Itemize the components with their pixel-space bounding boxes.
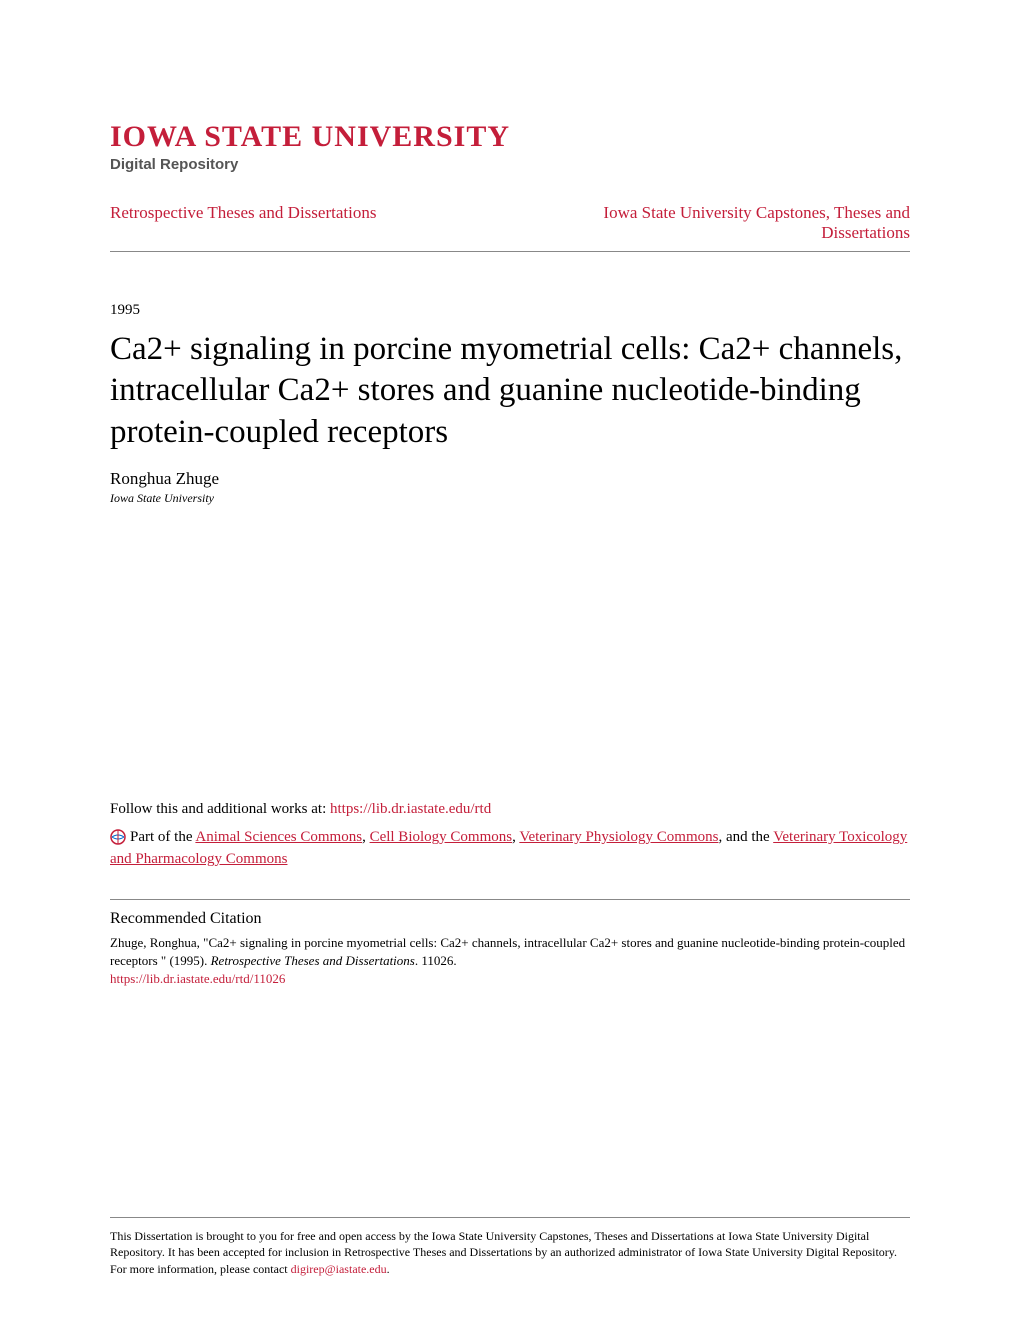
- network-globe-icon: [110, 829, 126, 845]
- collection-link-left[interactable]: Retrospective Theses and Dissertations: [110, 203, 376, 223]
- citation-section: Recommended Citation Zhuge, Ronghua, "Ca…: [110, 899, 910, 988]
- follow-url-link[interactable]: https://lib.dr.iastate.edu/rtd: [330, 801, 491, 817]
- digital-repository-subtitle: Digital Repository: [110, 156, 910, 173]
- citation-url-link[interactable]: https://lib.dr.iastate.edu/rtd/11026: [110, 971, 285, 986]
- document-title: Ca2+ signaling in porcine myometrial cel…: [110, 329, 910, 453]
- follow-intro-text: Follow this and additional works at:: [110, 801, 330, 817]
- commons-link-cell-biology[interactable]: Cell Biology Commons: [370, 829, 513, 845]
- follow-section: Follow this and additional works at: htt…: [110, 801, 910, 818]
- commons-separator: , and the: [718, 829, 773, 845]
- footer-text-part2: .: [387, 1262, 390, 1276]
- university-name: IOWA STATE UNIVERSITY: [110, 120, 910, 154]
- footer-section: This Dissertation is brought to you for …: [110, 1217, 910, 1278]
- collection-link-right[interactable]: Iowa State University Capstones, Theses …: [530, 203, 910, 243]
- commons-separator: ,: [362, 829, 370, 845]
- publication-year: 1995: [110, 302, 910, 319]
- author-name: Ronghua Zhuge: [110, 469, 910, 489]
- citation-text: Zhuge, Ronghua, "Ca2+ signaling in porci…: [110, 934, 910, 970]
- commons-link-animal-sciences[interactable]: Animal Sciences Commons: [195, 829, 362, 845]
- commons-intro-text: Part of the: [130, 829, 195, 845]
- citation-series-title: Retrospective Theses and Dissertations: [211, 953, 415, 968]
- commons-link-veterinary-physiology[interactable]: Veterinary Physiology Commons: [519, 829, 718, 845]
- logo-section: IOWA STATE UNIVERSITY Digital Repository: [110, 120, 910, 173]
- footer-text-part1: This Dissertation is brought to you for …: [110, 1229, 897, 1277]
- footer-email-link[interactable]: digirep@iastate.edu: [291, 1262, 387, 1276]
- author-affiliation: Iowa State University: [110, 491, 910, 506]
- commons-section: Part of the Animal Sciences Commons, Cel…: [110, 826, 910, 871]
- citation-text-part2: . 11026.: [415, 953, 457, 968]
- citation-heading: Recommended Citation: [110, 910, 910, 928]
- header-links: Retrospective Theses and Dissertations I…: [110, 203, 910, 252]
